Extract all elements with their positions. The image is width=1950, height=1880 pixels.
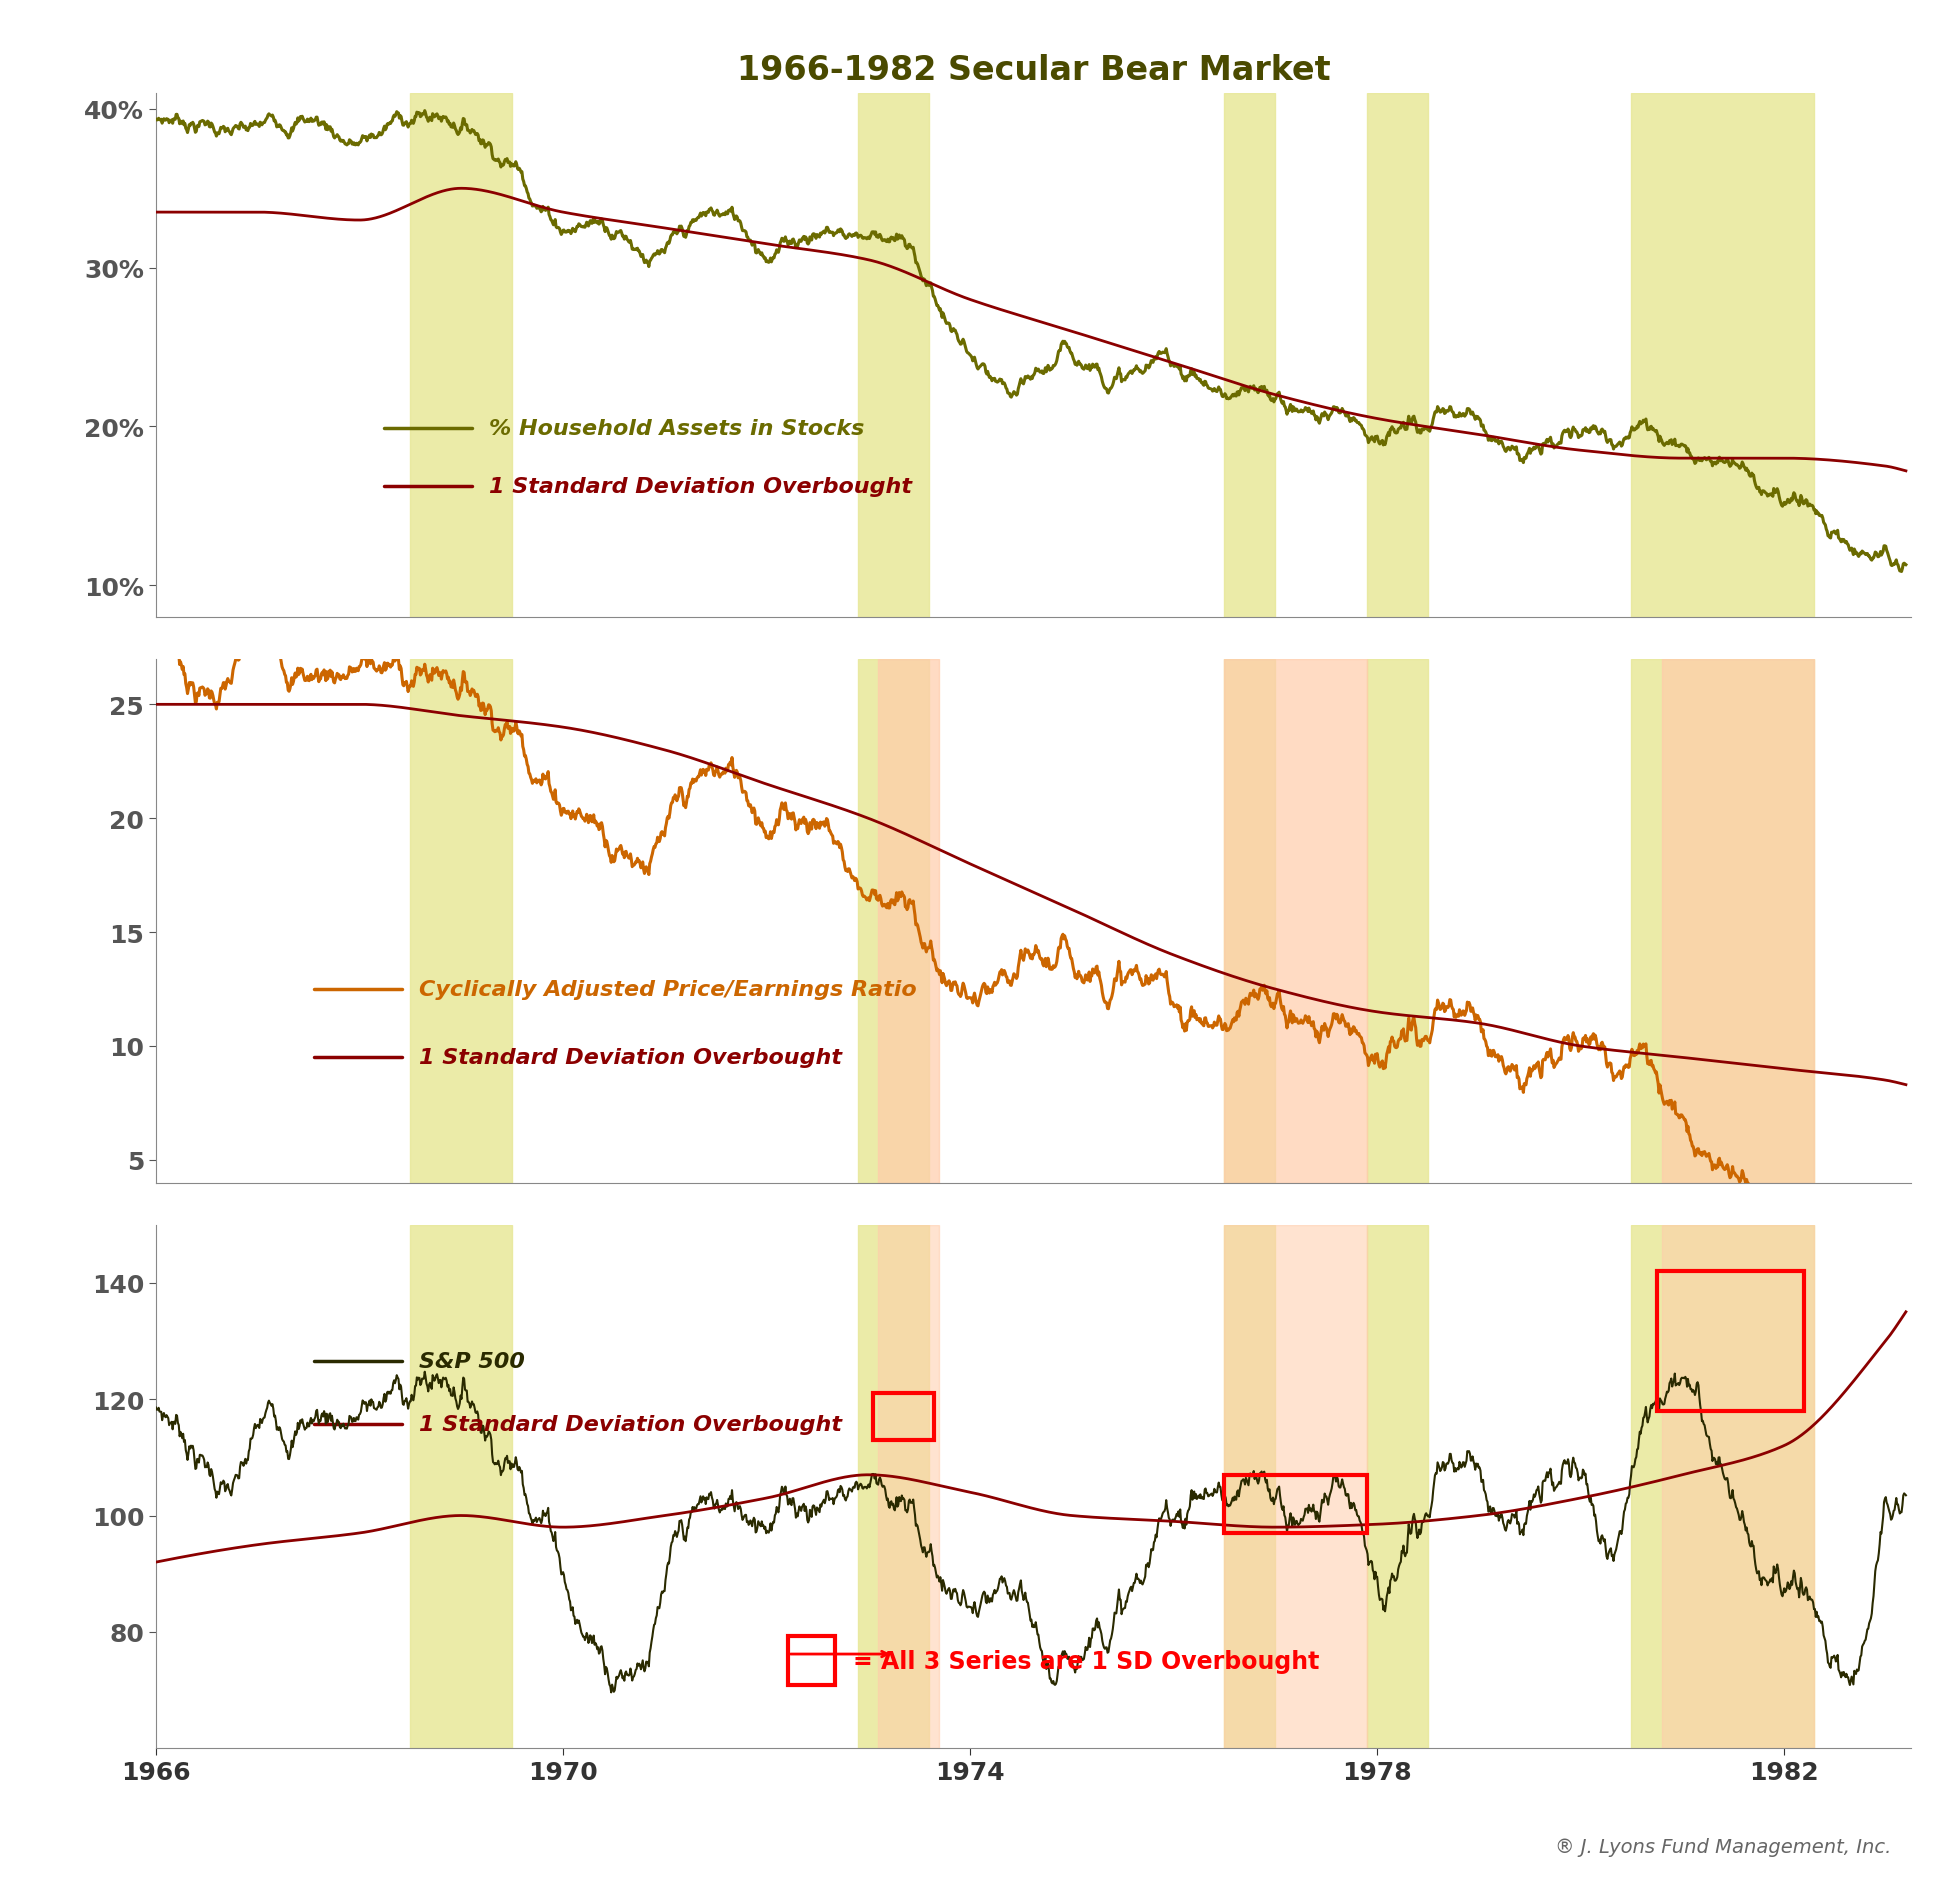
Bar (878, 660, 940, 1183)
Bar (1661, 660, 1814, 1183)
Bar (1225, 660, 1367, 1183)
Bar (1632, 660, 1814, 1183)
Bar (1225, 1476, 1367, 1534)
Bar (1367, 660, 1427, 1183)
Text: ® J. Lyons Fund Management, Inc.: ® J. Lyons Fund Management, Inc. (1556, 1837, 1892, 1856)
Text: 1 Standard Deviation Overbought: 1 Standard Deviation Overbought (489, 478, 913, 496)
Bar (1225, 660, 1275, 1183)
Text: Cyclically Adjusted Price/Earnings Ratio: Cyclically Adjusted Price/Earnings Ratio (419, 979, 916, 1000)
Text: 1 Standard Deviation Overbought: 1 Standard Deviation Overbought (419, 1414, 842, 1434)
Bar (1225, 94, 1275, 617)
Bar (874, 1393, 934, 1440)
Bar (878, 1226, 940, 1748)
Bar (1367, 1226, 1427, 1748)
Bar (858, 660, 930, 1183)
Bar (410, 1226, 513, 1748)
Bar (1632, 94, 1814, 617)
Title: 1966-1982 Secular Bear Market: 1966-1982 Secular Bear Market (737, 55, 1330, 86)
Bar (1225, 1226, 1275, 1748)
Bar (788, 1636, 835, 1686)
Bar (858, 1226, 930, 1748)
Text: 1 Standard Deviation Overbought: 1 Standard Deviation Overbought (419, 1047, 842, 1068)
Text: = All 3 Series are 1 SD Overbought: = All 3 Series are 1 SD Overbought (852, 1649, 1318, 1673)
Bar (1632, 1226, 1814, 1748)
Text: S&P 500: S&P 500 (419, 1352, 525, 1371)
Bar (410, 94, 513, 617)
Bar (1367, 94, 1427, 617)
Text: % Household Assets in Stocks: % Household Assets in Stocks (489, 419, 866, 440)
Bar (858, 94, 930, 617)
Bar (1225, 1226, 1367, 1748)
Bar (1658, 1271, 1804, 1412)
Bar (410, 660, 513, 1183)
Bar (1661, 1226, 1814, 1748)
